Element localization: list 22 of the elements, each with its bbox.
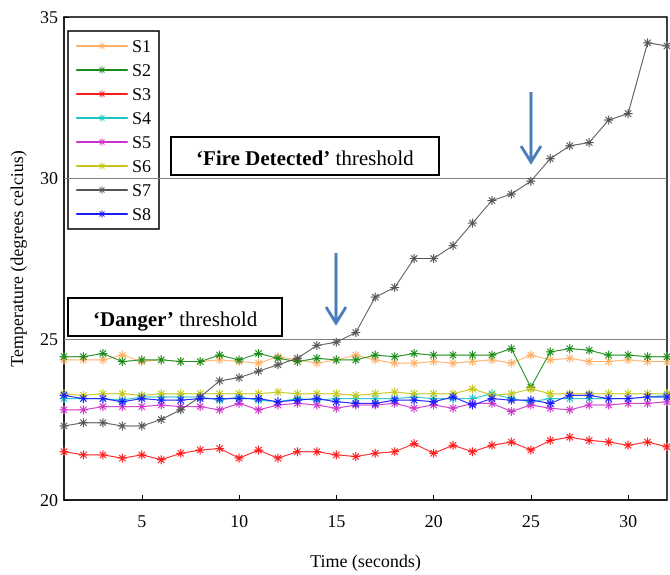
y-tick-label: 25 xyxy=(40,329,58,349)
x-tick-label: 20 xyxy=(424,511,443,531)
legend-label: S8 xyxy=(132,204,152,224)
legend-label: S5 xyxy=(132,132,152,152)
legend-label: S6 xyxy=(132,156,152,176)
x-tick-label: 25 xyxy=(522,511,540,531)
x-tick-label: 15 xyxy=(327,511,346,531)
legend-label: S3 xyxy=(132,84,152,104)
ref-line-label: ‘Danger’ threshold xyxy=(67,297,284,337)
y-tick-label: 30 xyxy=(40,168,58,188)
legend-label: S1 xyxy=(132,36,152,56)
x-tick-label: 30 xyxy=(619,511,638,531)
legend-label: S2 xyxy=(132,60,152,80)
x-axis-title: Time (seconds) xyxy=(310,551,421,571)
ref-line-label: ‘Fire Detected’ threshold xyxy=(170,136,440,176)
x-tick-label: 5 xyxy=(137,511,146,531)
y-tick-label: 20 xyxy=(40,490,58,510)
legend-label: S7 xyxy=(132,180,152,200)
x-tick-label: 10 xyxy=(230,511,248,531)
y-tick-label: 35 xyxy=(40,7,58,27)
legend-label: S4 xyxy=(132,108,152,128)
y-axis-title: Temperature (degrees celcius) xyxy=(7,150,27,367)
